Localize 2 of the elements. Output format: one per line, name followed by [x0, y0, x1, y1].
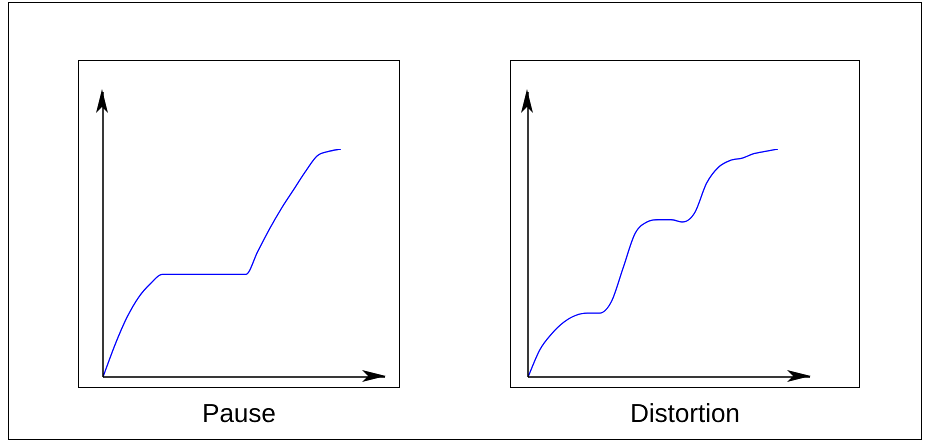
x-axis-title: Pause — [201, 398, 277, 429]
x-axis-title: Distortion — [629, 398, 741, 429]
